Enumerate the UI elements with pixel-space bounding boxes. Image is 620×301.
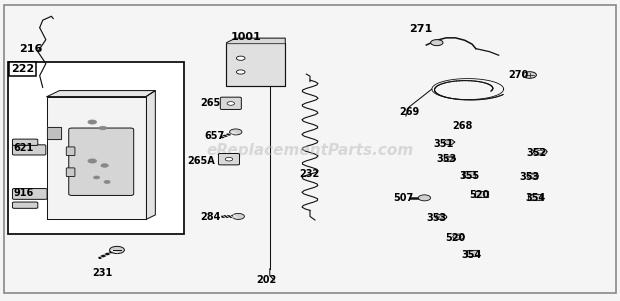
Text: 265A: 265A xyxy=(187,156,215,166)
Polygon shape xyxy=(447,158,453,160)
Text: 520: 520 xyxy=(445,233,465,243)
Circle shape xyxy=(225,157,232,161)
Text: 353: 353 xyxy=(437,154,457,164)
Text: 216: 216 xyxy=(19,44,43,54)
Text: 269: 269 xyxy=(400,107,420,116)
Circle shape xyxy=(418,195,431,201)
Text: 520: 520 xyxy=(469,191,490,200)
Polygon shape xyxy=(453,234,464,240)
FancyBboxPatch shape xyxy=(218,154,239,165)
Circle shape xyxy=(229,129,242,135)
Polygon shape xyxy=(530,175,535,177)
Text: 232: 232 xyxy=(299,169,319,179)
Polygon shape xyxy=(436,214,447,220)
Circle shape xyxy=(523,72,536,78)
Polygon shape xyxy=(527,173,538,179)
Circle shape xyxy=(94,176,100,179)
Text: 352: 352 xyxy=(526,148,547,159)
Text: 354: 354 xyxy=(525,194,546,203)
Polygon shape xyxy=(537,150,543,153)
Circle shape xyxy=(236,56,245,60)
Polygon shape xyxy=(475,191,487,197)
Circle shape xyxy=(236,70,245,74)
FancyBboxPatch shape xyxy=(66,168,75,177)
Circle shape xyxy=(101,164,108,167)
Circle shape xyxy=(431,40,443,46)
Circle shape xyxy=(88,120,97,124)
Circle shape xyxy=(88,159,97,163)
Circle shape xyxy=(232,213,244,219)
Polygon shape xyxy=(146,91,156,219)
Polygon shape xyxy=(463,172,475,178)
Bar xyxy=(8,62,184,234)
Text: 284: 284 xyxy=(200,212,220,222)
Text: 916: 916 xyxy=(13,188,33,198)
FancyBboxPatch shape xyxy=(12,145,46,155)
Text: 355: 355 xyxy=(459,171,480,181)
Polygon shape xyxy=(528,194,541,200)
Text: 657: 657 xyxy=(205,131,225,141)
FancyBboxPatch shape xyxy=(69,128,134,195)
Polygon shape xyxy=(438,216,444,218)
FancyBboxPatch shape xyxy=(12,202,38,208)
Text: eReplacementParts.com: eReplacementParts.com xyxy=(206,143,414,158)
Polygon shape xyxy=(47,126,61,138)
Bar xyxy=(226,43,285,86)
Text: 265: 265 xyxy=(200,98,220,107)
Polygon shape xyxy=(47,91,156,97)
FancyBboxPatch shape xyxy=(66,147,75,156)
Circle shape xyxy=(104,181,110,183)
FancyBboxPatch shape xyxy=(12,139,38,145)
Text: 507: 507 xyxy=(394,194,414,203)
Circle shape xyxy=(227,102,234,105)
Polygon shape xyxy=(226,38,285,43)
Text: 270: 270 xyxy=(508,70,528,80)
FancyBboxPatch shape xyxy=(12,188,47,199)
Text: 271: 271 xyxy=(409,24,432,34)
Text: 353: 353 xyxy=(519,172,539,182)
Circle shape xyxy=(110,247,125,253)
Polygon shape xyxy=(445,156,455,162)
Polygon shape xyxy=(444,140,454,144)
Polygon shape xyxy=(466,250,479,256)
Text: 353: 353 xyxy=(427,213,446,223)
Text: 351: 351 xyxy=(434,139,454,149)
FancyBboxPatch shape xyxy=(220,97,241,110)
Text: 202: 202 xyxy=(256,275,277,285)
Text: 222: 222 xyxy=(11,64,35,74)
Text: 1001: 1001 xyxy=(231,32,262,42)
Text: 354: 354 xyxy=(461,250,482,260)
Polygon shape xyxy=(533,148,547,155)
Polygon shape xyxy=(47,97,146,219)
Circle shape xyxy=(99,126,107,130)
Polygon shape xyxy=(456,236,461,238)
Text: 621: 621 xyxy=(13,143,33,153)
Text: 268: 268 xyxy=(452,121,472,131)
Text: 231: 231 xyxy=(92,268,112,278)
